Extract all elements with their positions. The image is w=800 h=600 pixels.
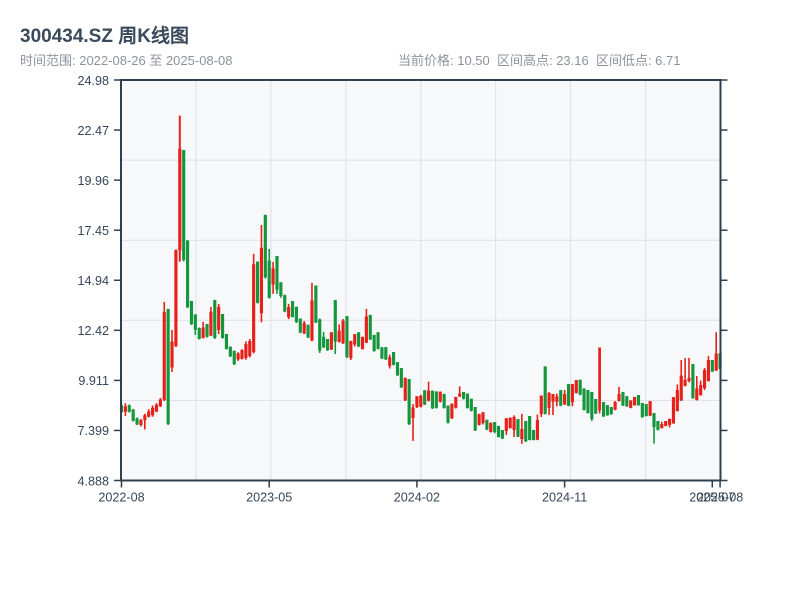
- svg-text:19.96: 19.96: [77, 174, 109, 188]
- svg-text:24.98: 24.98: [77, 74, 109, 88]
- svg-text:7.399: 7.399: [77, 424, 109, 438]
- svg-text:2022-08: 2022-08: [98, 491, 144, 505]
- svg-text:9.911: 9.911: [78, 374, 109, 388]
- svg-text:2023-05: 2023-05: [246, 491, 292, 505]
- svg-text:14.94: 14.94: [77, 274, 109, 288]
- svg-text:2025-08: 2025-08: [697, 491, 743, 505]
- svg-text:22.47: 22.47: [77, 124, 109, 138]
- svg-text:2024-11: 2024-11: [542, 491, 587, 505]
- svg-text:4.888: 4.888: [77, 474, 109, 488]
- svg-text:17.45: 17.45: [77, 224, 109, 238]
- svg-text:2025-07: 2025-07: [689, 491, 735, 505]
- svg-text:2024-02: 2024-02: [394, 491, 440, 505]
- svg-text:12.42: 12.42: [77, 324, 109, 338]
